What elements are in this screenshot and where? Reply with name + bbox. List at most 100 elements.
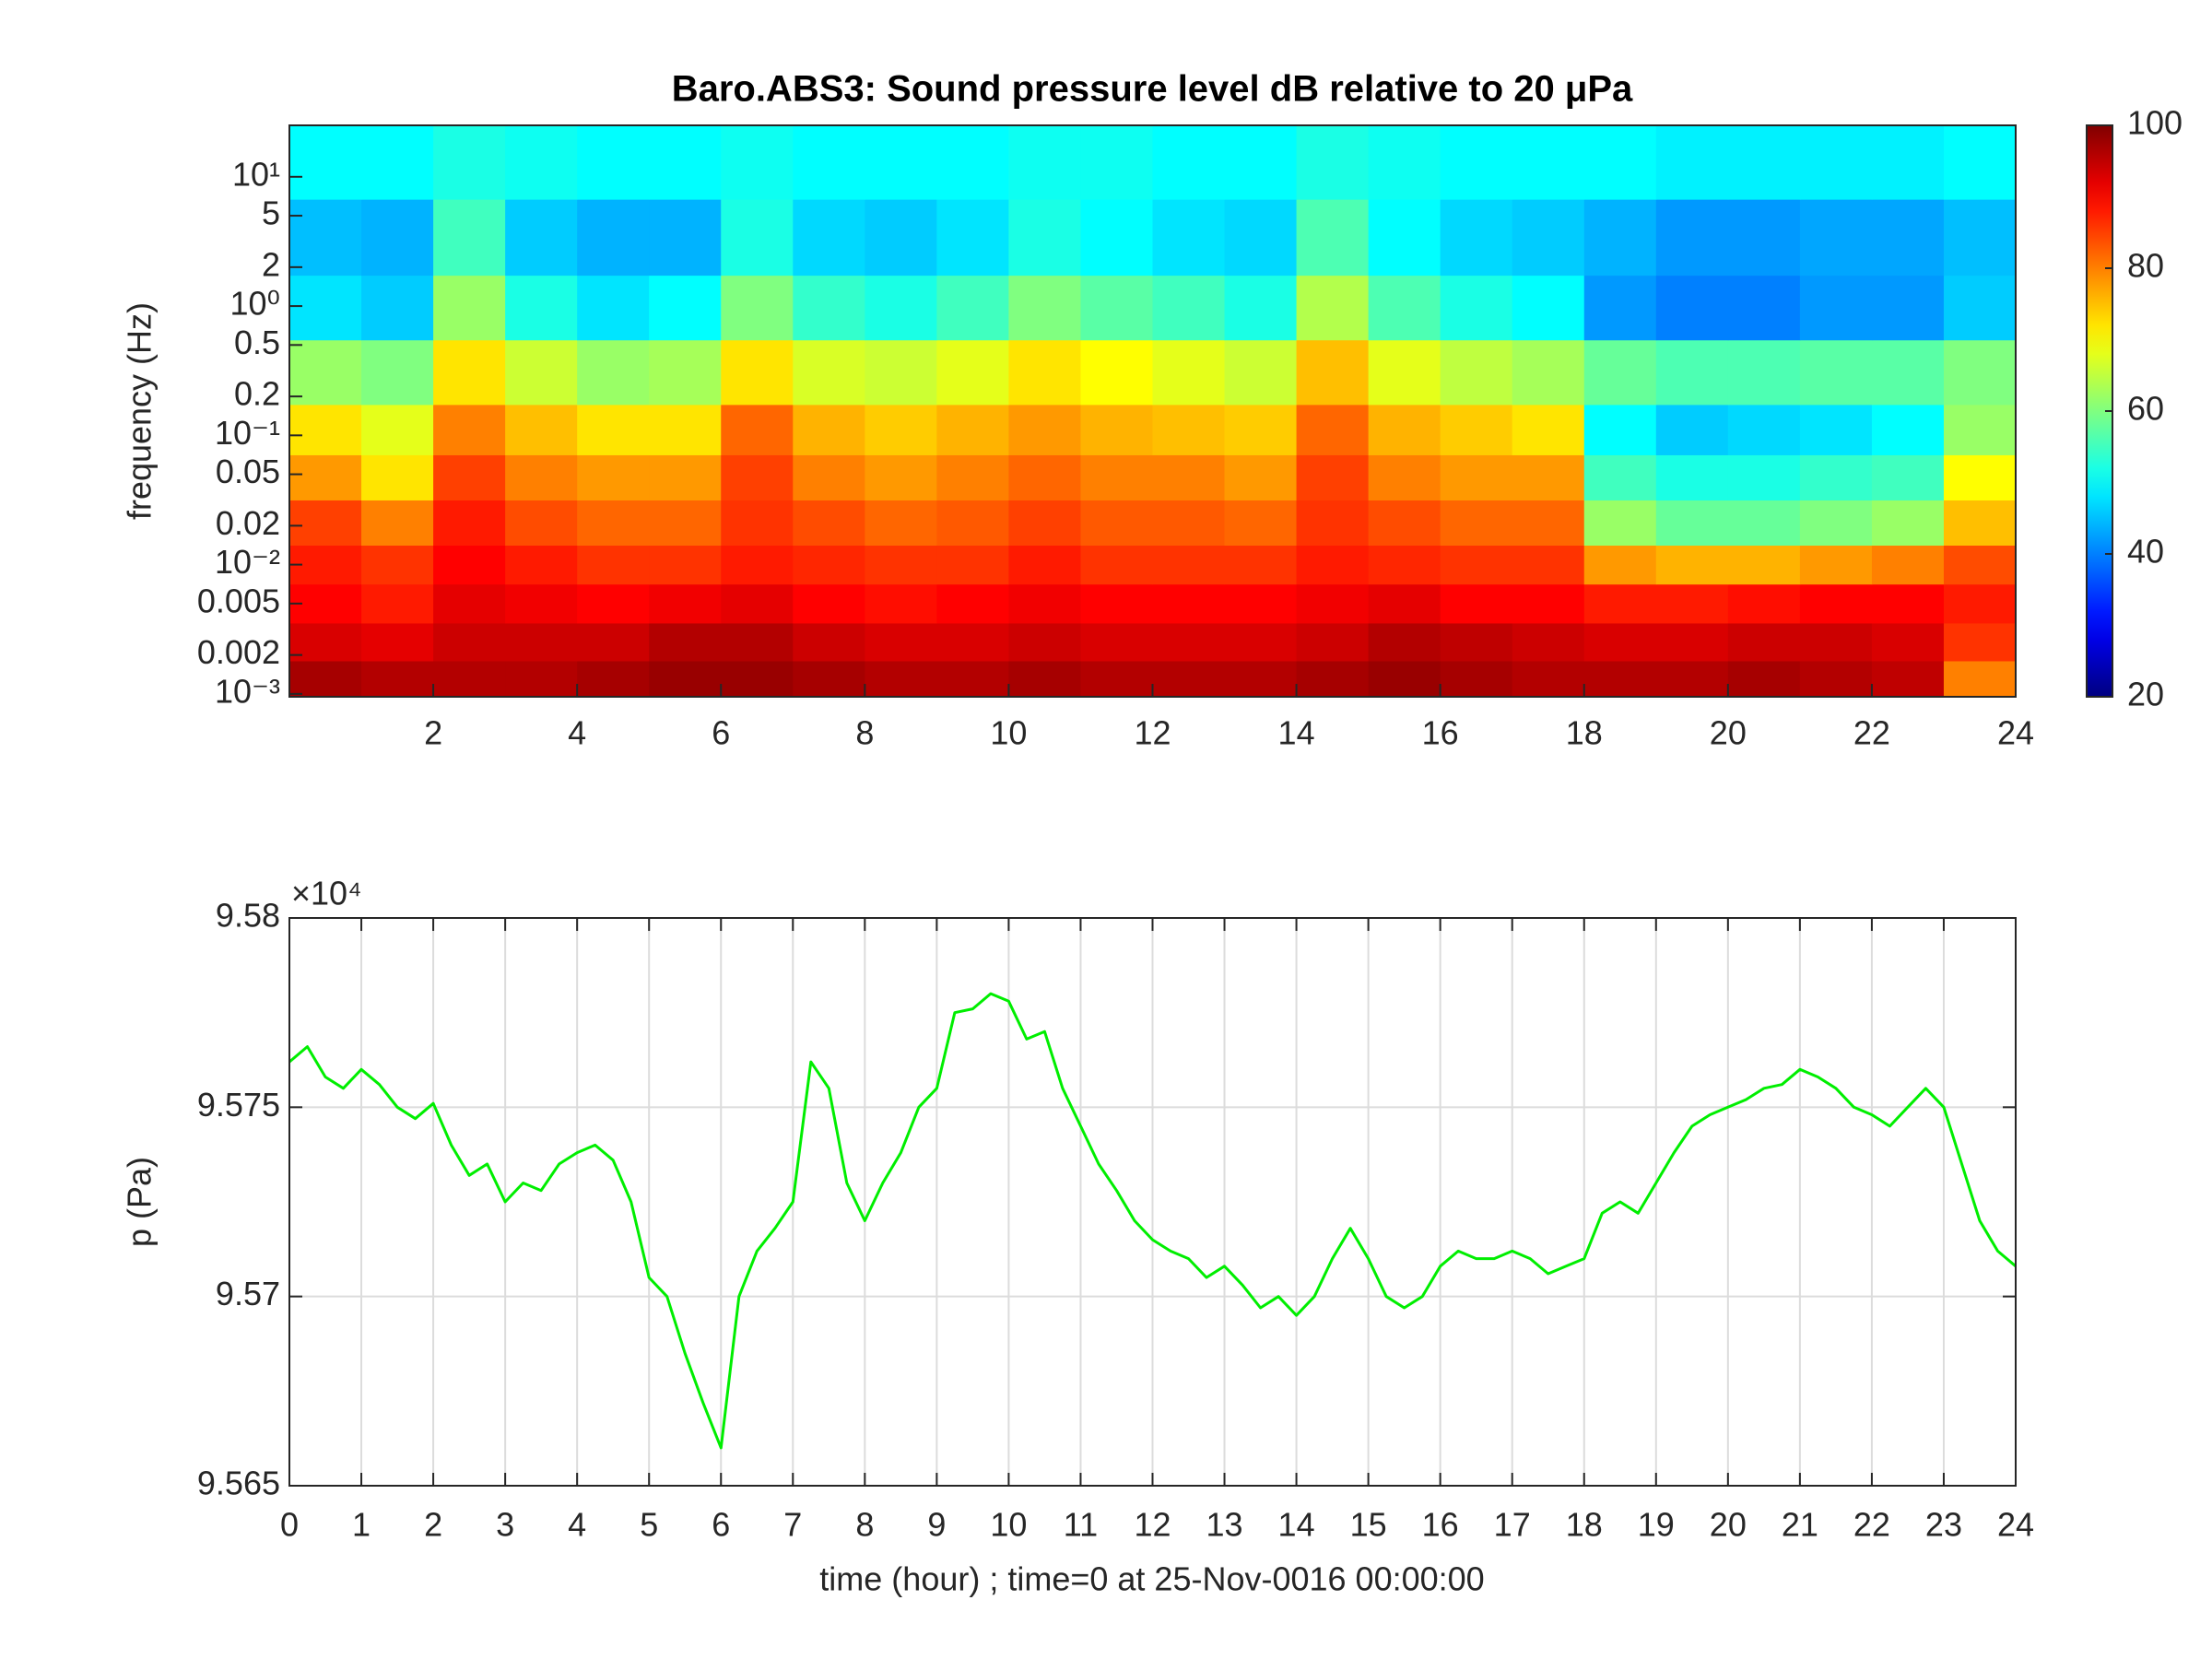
heatmap-cell bbox=[1080, 339, 1153, 406]
heatmap-cell bbox=[1224, 125, 1298, 200]
y-multiplier: ×10⁴ bbox=[291, 875, 362, 912]
heatmap-cell bbox=[1943, 454, 2017, 500]
heatmap-cell bbox=[361, 275, 434, 341]
heatmap-cell bbox=[1512, 125, 1585, 200]
heatmap-cell bbox=[1871, 583, 1945, 624]
heatmap-cell bbox=[1943, 545, 2017, 585]
x-tick-label: 18 bbox=[1566, 1506, 1603, 1544]
heatmap-cell bbox=[1152, 454, 1226, 500]
heatmap-cell bbox=[1727, 404, 1801, 455]
heatmap-cell bbox=[1224, 622, 1298, 662]
heatmap-cell bbox=[1512, 500, 1585, 546]
x-tick-label: 2 bbox=[424, 1506, 442, 1544]
x-tick-label: 19 bbox=[1638, 1506, 1675, 1544]
heatmap-cell bbox=[577, 275, 650, 341]
heatmap-cell bbox=[1655, 275, 1729, 341]
heatmap-cell bbox=[1583, 275, 1657, 341]
heatmap-cell bbox=[1368, 339, 1441, 406]
heatmap-cell bbox=[1943, 339, 2017, 406]
heatmap-cell bbox=[793, 545, 865, 585]
heatmap-cell bbox=[649, 454, 722, 500]
heatmap-cell bbox=[289, 404, 362, 455]
y-axis-label: frequency (Hz) bbox=[121, 302, 159, 520]
heatmap-cell bbox=[577, 545, 650, 585]
heatmap-cell bbox=[865, 339, 937, 406]
heatmap-cell bbox=[1080, 622, 1153, 662]
colorbar-tick-label: 60 bbox=[2127, 390, 2164, 428]
heatmap-cell bbox=[1943, 404, 2017, 455]
x-tick-label: 17 bbox=[1494, 1506, 1531, 1544]
heatmap-cell bbox=[865, 404, 937, 455]
heatmap-cell bbox=[1583, 125, 1657, 200]
heatmap-cell bbox=[1727, 454, 1801, 500]
heatmap-cell bbox=[1368, 622, 1441, 662]
heatmap-cell bbox=[577, 622, 650, 662]
heatmap-cell bbox=[865, 454, 937, 500]
x-tick-label: 2 bbox=[424, 714, 442, 752]
heatmap-cell bbox=[1943, 199, 2017, 276]
heatmap-cell bbox=[1655, 339, 1729, 406]
heatmap-cell bbox=[577, 660, 650, 698]
heatmap-cell bbox=[721, 500, 794, 546]
heatmap-cell bbox=[361, 125, 434, 200]
heatmap-cell bbox=[793, 660, 865, 698]
heatmap-cell bbox=[721, 199, 794, 276]
x-tick-label: 6 bbox=[712, 1506, 730, 1544]
heatmap-cell bbox=[505, 622, 578, 662]
heatmap-cell bbox=[1512, 275, 1585, 341]
heatmap-cell bbox=[1008, 500, 1081, 546]
heatmap-cell bbox=[1008, 199, 1081, 276]
heatmap-cell bbox=[1655, 660, 1729, 698]
heatmap-cell bbox=[649, 339, 722, 406]
heatmap-cell bbox=[1296, 500, 1370, 546]
heatmap-cell bbox=[1008, 583, 1081, 624]
heatmap-cell bbox=[649, 404, 722, 455]
heatmap-cell bbox=[1727, 339, 1801, 406]
heatmap-cell bbox=[1512, 404, 1585, 455]
heatmap-cell bbox=[865, 545, 937, 585]
heatmap-cell bbox=[936, 583, 1009, 624]
heatmap-cell bbox=[1655, 545, 1729, 585]
heatmap-cell bbox=[649, 622, 722, 662]
heatmap-cell bbox=[1368, 404, 1441, 455]
heatmap-cell bbox=[865, 275, 937, 341]
x-tick-label: 12 bbox=[1134, 1506, 1171, 1544]
y-tick-label: 10⁻³ bbox=[215, 672, 280, 710]
heatmap-cell bbox=[577, 500, 650, 546]
heatmap-cell bbox=[1799, 454, 1873, 500]
x-tick-label: 10 bbox=[990, 1506, 1027, 1544]
heatmap-cell bbox=[1440, 545, 1513, 585]
heatmap-cell bbox=[505, 545, 578, 585]
x-tick-label: 7 bbox=[783, 1506, 802, 1544]
heatmap-cell bbox=[505, 339, 578, 406]
heatmap-cell bbox=[361, 339, 434, 406]
heatmap-cell bbox=[1727, 275, 1801, 341]
heatmap-cell bbox=[1871, 199, 1945, 276]
y-tick-label: 5 bbox=[262, 194, 280, 232]
heatmap-cell bbox=[1224, 500, 1298, 546]
heatmap-cell bbox=[1799, 275, 1873, 341]
x-tick-label: 18 bbox=[1566, 714, 1603, 752]
heatmap-cell bbox=[721, 275, 794, 341]
y-tick-label: 0.05 bbox=[216, 453, 280, 490]
heatmap-cell bbox=[1008, 622, 1081, 662]
heatmap-cell bbox=[793, 339, 865, 406]
heatmap-cell bbox=[865, 199, 937, 276]
heatmap-cell bbox=[505, 275, 578, 341]
heatmap-cell bbox=[289, 454, 362, 500]
y-tick-label: 0.5 bbox=[234, 324, 280, 361]
heatmap-cell bbox=[1008, 454, 1081, 500]
heatmap-cell bbox=[433, 583, 506, 624]
heatmap-cell bbox=[649, 199, 722, 276]
heatmap-cell bbox=[1080, 660, 1153, 698]
heatmap-cell bbox=[289, 339, 362, 406]
x-tick-label: 4 bbox=[568, 714, 586, 752]
heatmap-cell bbox=[1512, 339, 1585, 406]
heatmap-cell bbox=[1799, 500, 1873, 546]
heatmap-cell bbox=[433, 622, 506, 662]
heatmap-cell bbox=[505, 404, 578, 455]
heatmap-cell bbox=[865, 500, 937, 546]
heatmap-cell bbox=[1583, 454, 1657, 500]
heatmap-cell bbox=[936, 454, 1009, 500]
